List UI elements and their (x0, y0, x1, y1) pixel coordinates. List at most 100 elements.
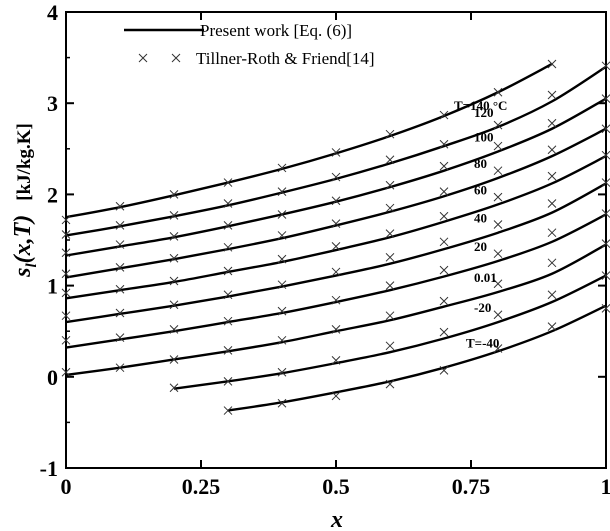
data-point-marker (61, 335, 71, 345)
y-tick-label: 1 (47, 274, 58, 299)
data-point-marker (439, 237, 449, 247)
data-point-marker (439, 139, 449, 149)
data-point-marker (601, 150, 610, 160)
data-point-marker (61, 269, 71, 279)
data-point-marker (223, 178, 233, 187)
data-point-marker (115, 308, 125, 318)
data-point-marker (223, 242, 233, 252)
data-point-marker (169, 231, 179, 241)
data-point-marker (331, 391, 341, 401)
curve-label: T=140 °C (454, 98, 507, 113)
x-tick-label: 0.5 (322, 474, 350, 499)
data-point-marker (493, 344, 503, 353)
series-line (65, 182, 607, 324)
data-point-marker (277, 187, 287, 197)
data-point-marker (601, 239, 610, 249)
data-point-marker (115, 263, 125, 272)
data-point-marker (331, 196, 341, 206)
data-point-marker (223, 406, 233, 415)
series-line (65, 213, 607, 349)
data-point-marker (331, 172, 341, 182)
legend-line-label: Present work [Eq. (6)] (200, 21, 352, 40)
data-point-marker (547, 59, 557, 69)
data-point-marker (385, 252, 395, 262)
data-point-marker (223, 316, 233, 326)
data-point-marker (277, 280, 287, 290)
svg-text:sl(x,T)[kJ/kg.K]: sl(x,T)[kJ/kg.K] (10, 123, 40, 278)
y-tick-label: -1 (40, 456, 58, 481)
curve-label: 40 (474, 211, 487, 226)
curve-label: 20 (474, 239, 487, 254)
data-point-marker (439, 110, 449, 120)
data-point-marker (547, 118, 557, 128)
series-line (65, 243, 607, 377)
data-point-marker (547, 90, 557, 100)
data-point-marker (277, 335, 287, 345)
data-point-marker (61, 248, 71, 258)
x-tick-label: 0.25 (182, 474, 221, 499)
curve-label: 100 (474, 130, 494, 145)
legend-marker-swatch (138, 53, 181, 63)
data-point-marker (277, 367, 287, 377)
data-point-marker (169, 276, 179, 286)
series-line (65, 127, 607, 279)
data-point-marker (547, 145, 557, 155)
data-point-marker (169, 325, 179, 334)
series-line (65, 97, 607, 257)
data-point-marker (493, 249, 503, 259)
data-point-marker (61, 215, 71, 225)
data-point-marker (331, 267, 341, 277)
data-point-marker (385, 341, 395, 351)
data-point-marker (385, 180, 395, 190)
data-point-marker (61, 288, 71, 298)
data-point-marker (331, 148, 341, 157)
data-point-marker (277, 210, 287, 219)
series-line (227, 304, 607, 412)
y-tick-label: 4 (47, 0, 58, 25)
data-point-marker (223, 377, 233, 386)
data-point-marker (601, 61, 610, 71)
x-axis-title: x (330, 507, 343, 531)
data-point-marker (169, 211, 179, 220)
data-point-marker (601, 124, 610, 134)
data-point-marker (547, 258, 557, 268)
y-tick-label: 0 (47, 365, 58, 390)
data-point-marker (331, 325, 341, 334)
data-point-marker (385, 311, 395, 321)
data-point-marker (493, 141, 503, 151)
legend-marker-label: Tillner-Roth & Friend[14] (196, 49, 374, 68)
curve-label: T=-40 (466, 335, 499, 350)
data-point-marker (385, 379, 395, 389)
data-point-marker (331, 242, 341, 251)
data-point-marker (115, 240, 125, 249)
series-line (173, 274, 607, 390)
data-point-marker (277, 398, 287, 408)
data-point-marker (493, 279, 503, 289)
data-point-marker (493, 310, 503, 320)
data-point-marker (61, 311, 71, 321)
data-point-marker (493, 120, 503, 130)
plot-frame (65, 11, 607, 469)
data-point-marker (547, 199, 557, 208)
series-line (65, 62, 553, 219)
data-point-marker (277, 231, 287, 240)
data-point-marker (493, 192, 503, 202)
data-point-marker (439, 161, 449, 171)
data-point-marker (331, 356, 341, 365)
data-point-marker (385, 281, 395, 290)
data-point-marker (277, 306, 287, 316)
data-point-marker (223, 345, 233, 355)
data-point-marker (439, 366, 449, 375)
data-point-marker (223, 199, 233, 208)
legend: Present work [Eq. (6)] Tillner-Roth & Fr… (124, 21, 374, 68)
data-point-marker (601, 178, 610, 187)
curve-label: 0.01 (474, 270, 497, 285)
data-point-marker (169, 383, 179, 393)
data-point-marker (439, 187, 449, 197)
curve-label: 60 (474, 182, 487, 197)
data-point-marker (385, 203, 395, 213)
data-point-marker (493, 220, 503, 229)
data-point-marker (277, 163, 287, 173)
